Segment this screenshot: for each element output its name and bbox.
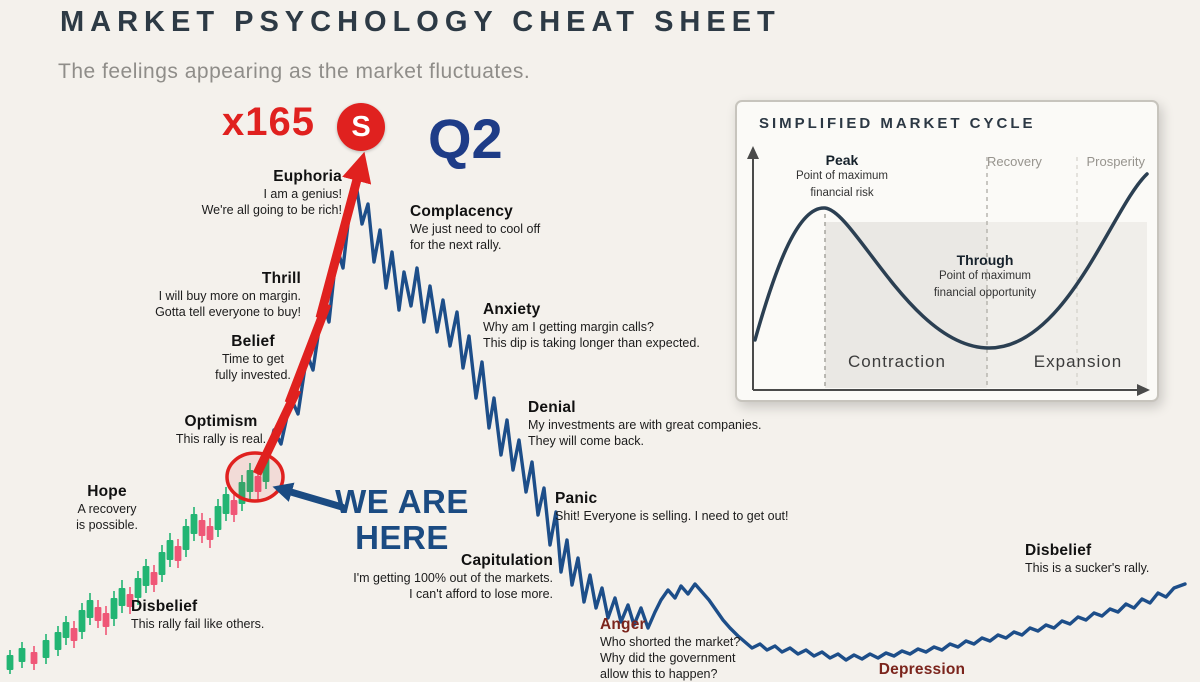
stock-logo-badge: S [337, 103, 385, 151]
trough-annotation: Through Point of maximum financial oppor… [905, 252, 1065, 303]
expansion-region [987, 222, 1147, 388]
price-line-series [264, 188, 1187, 662]
rally-red-arrow [252, 151, 372, 476]
stock-logo-letter: S [351, 110, 371, 143]
recovery-label: Recovery [987, 154, 1042, 169]
peak-desc-line-1: Point of maximum [795, 170, 889, 182]
peak-label: Peak [825, 152, 859, 168]
cycle-top-labels: Recovery Prosperity [987, 154, 1145, 169]
multiplier-label: x165 [222, 100, 315, 144]
we-are-here-pointer-arrow [272, 482, 346, 511]
market-cycle-inset-chart [747, 146, 1150, 396]
trough-label: Through [956, 252, 1014, 268]
we-are-here-line-2: HERE [355, 518, 449, 556]
prosperity-label: Prosperity [1086, 154, 1145, 169]
simplified-market-cycle-panel: SIMPLIFIED MARKET CYCLE Peak Point of ma… [735, 100, 1159, 402]
contraction-region [825, 222, 987, 388]
quarter-label: Q2 [428, 107, 503, 170]
contraction-label: Contraction [848, 352, 946, 371]
expansion-label: Expansion [1033, 352, 1123, 371]
we-are-here-line-1: WE ARE [335, 483, 469, 520]
trough-desc-line-1: Point of maximum [938, 270, 1032, 282]
page-subtitle: The feelings appearing as the market flu… [58, 60, 531, 83]
inset-title: SIMPLIFIED MARKET CYCLE [759, 115, 1036, 132]
x-axis-arrow-icon [1137, 384, 1150, 396]
y-axis-arrow-icon [747, 146, 759, 159]
peak-annotation: Peak Point of maximum financial risk [767, 152, 917, 203]
market-cycle-curve [753, 172, 1149, 350]
we-are-here-label: WE ARE HERE [322, 484, 482, 555]
trough-desc-line-2: financial opportunity [933, 287, 1037, 300]
peak-desc-line-2: financial risk [810, 187, 874, 200]
we-are-here-highlight-circle [225, 451, 285, 503]
page-title: MARKET PSYCHOLOGY CHEAT SHEET [60, 6, 781, 38]
